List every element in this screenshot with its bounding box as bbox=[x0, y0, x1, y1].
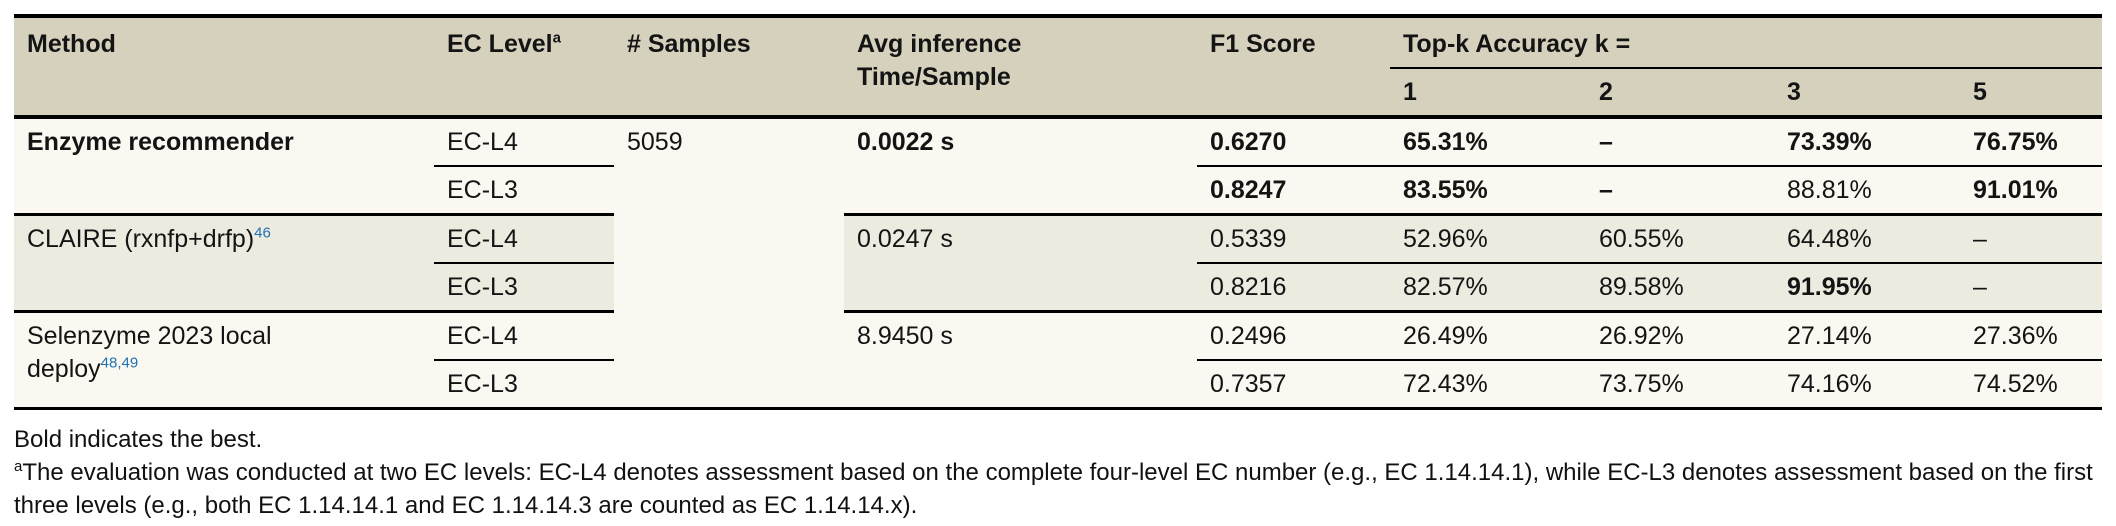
header-ec-level: EC Levela bbox=[434, 16, 614, 119]
cell-ec-level: EC-L3 bbox=[434, 360, 614, 409]
citation-link-48-49[interactable]: 48,49 bbox=[100, 354, 139, 372]
header-f1-score: F1 Score bbox=[1197, 16, 1390, 119]
cell-topk-3: 73.39% bbox=[1774, 117, 1960, 167]
header-k-5: 5 bbox=[1960, 68, 2102, 119]
method-enzyme-recommender: Enzyme recommender bbox=[14, 117, 434, 216]
header-method: Method bbox=[14, 16, 434, 119]
ec-level-footnote-marker: a bbox=[552, 29, 561, 47]
cell-topk-3: 88.81% bbox=[1774, 166, 1960, 216]
cell-topk-1: 83.55% bbox=[1390, 166, 1586, 216]
cell-topk-5: 27.36% bbox=[1960, 311, 2102, 361]
cell-topk-3: 64.48% bbox=[1774, 214, 1960, 264]
cell-topk-1: 52.96% bbox=[1390, 214, 1586, 264]
cell-avg-time: 0.0022 s bbox=[844, 117, 1197, 216]
cell-ec-level: EC-L4 bbox=[434, 117, 614, 167]
cell-topk-1: 82.57% bbox=[1390, 263, 1586, 313]
cell-ec-level: EC-L3 bbox=[434, 263, 614, 313]
cell-ec-level: EC-L4 bbox=[434, 311, 614, 361]
cell-topk-3: 91.95% bbox=[1774, 263, 1960, 313]
method-selenzyme: Selenzyme 2023 local deploy48,49 bbox=[14, 311, 434, 409]
cell-topk-1: 26.49% bbox=[1390, 311, 1586, 361]
cell-avg-time: 8.9450 s bbox=[844, 311, 1197, 409]
header-k-3: 3 bbox=[1774, 68, 1960, 119]
citation-link-46[interactable]: 46 bbox=[254, 224, 271, 242]
cell-topk-2: 60.55% bbox=[1586, 214, 1774, 264]
cell-ec-level: EC-L3 bbox=[434, 166, 614, 216]
cell-f1: 0.2496 bbox=[1197, 311, 1390, 361]
cell-topk-5: 74.52% bbox=[1960, 360, 2102, 409]
cell-avg-time: 0.0247 s bbox=[844, 214, 1197, 313]
cell-topk-5: 91.01% bbox=[1960, 166, 2102, 216]
header-k-1: 1 bbox=[1390, 68, 1586, 119]
cell-topk-1: 65.31% bbox=[1390, 117, 1586, 167]
footnote-ec-levels: aThe evaluation was conducted at two EC … bbox=[14, 458, 2093, 519]
method-claire: CLAIRE (rxnfp+drfp)46 bbox=[14, 214, 434, 313]
cell-topk-2: 26.92% bbox=[1586, 311, 1774, 361]
cell-topk-2: – bbox=[1586, 166, 1774, 216]
cell-topk-5: – bbox=[1960, 263, 2102, 313]
footnote-marker-a: a bbox=[14, 458, 23, 475]
cell-topk-2: 89.58% bbox=[1586, 263, 1774, 313]
cell-num-samples: 5059 bbox=[614, 117, 844, 409]
cell-f1: 0.8216 bbox=[1197, 263, 1390, 313]
header-avg-inference-time: Avg inference Time/Sample bbox=[844, 16, 1197, 119]
cell-f1: 0.6270 bbox=[1197, 117, 1390, 167]
header-k-2: 2 bbox=[1586, 68, 1774, 119]
footnote-bold: Bold indicates the best. bbox=[14, 426, 263, 453]
cell-topk-1: 72.43% bbox=[1390, 360, 1586, 409]
cell-topk-2: – bbox=[1586, 117, 1774, 167]
cell-topk-5: 76.75% bbox=[1960, 117, 2102, 167]
cell-f1: 0.5339 bbox=[1197, 214, 1390, 264]
cell-f1: 0.8247 bbox=[1197, 166, 1390, 216]
table-footnotes: Bold indicates the best. aThe evaluation… bbox=[14, 410, 2102, 522]
cell-topk-2: 73.75% bbox=[1586, 360, 1774, 409]
cell-topk-3: 27.14% bbox=[1774, 311, 1960, 361]
header-topk-accuracy: Top-k Accuracy k = bbox=[1390, 16, 2102, 69]
header-num-samples: # Samples bbox=[614, 16, 844, 119]
cell-topk-3: 74.16% bbox=[1774, 360, 1960, 409]
cell-topk-5: – bbox=[1960, 214, 2102, 264]
cell-f1: 0.7357 bbox=[1197, 360, 1390, 409]
cell-ec-level: EC-L4 bbox=[434, 214, 614, 264]
results-table: Method EC Levela # Samples Avg inference… bbox=[14, 14, 2102, 410]
